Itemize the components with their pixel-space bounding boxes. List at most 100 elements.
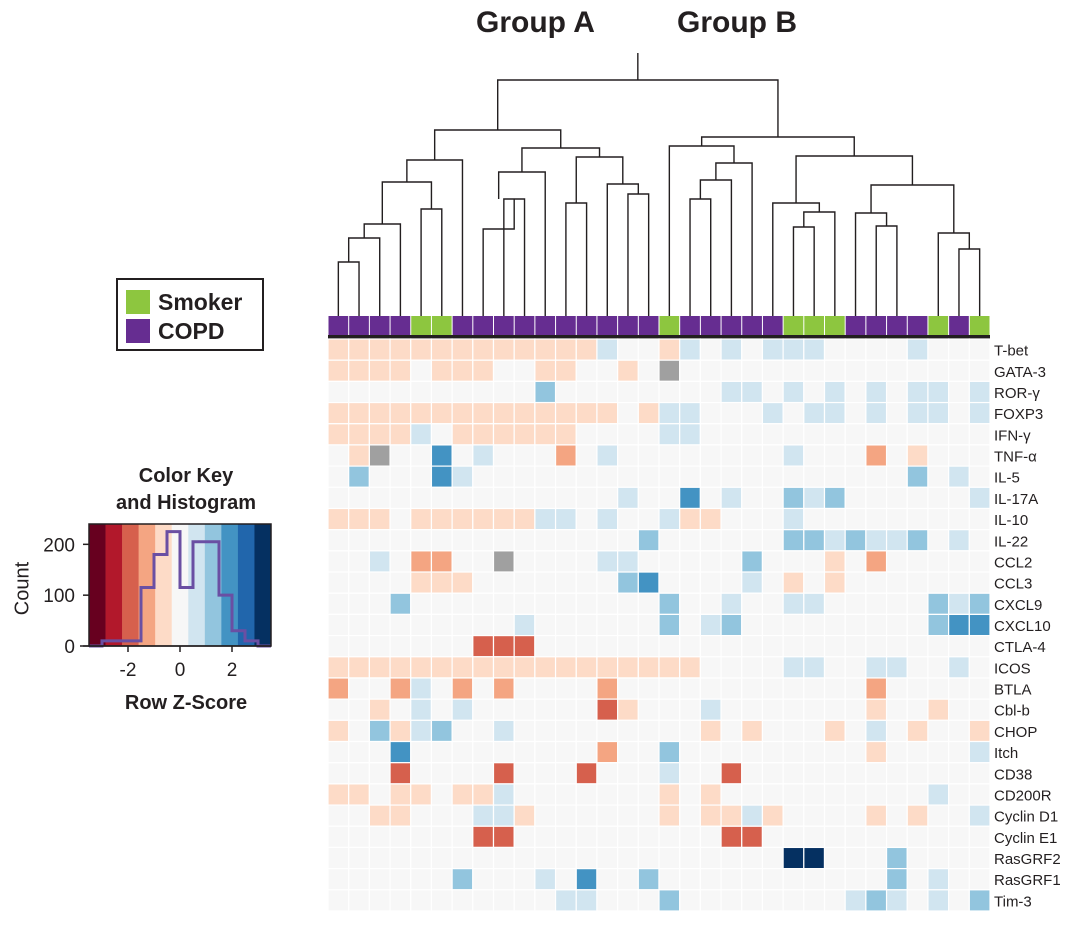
heatmap-cell xyxy=(865,380,888,404)
heatmap-cell xyxy=(658,571,681,594)
heatmap-cell xyxy=(430,677,453,700)
heatmap-cell xyxy=(699,359,722,382)
heatmap-cell xyxy=(679,423,701,446)
heatmap-cell xyxy=(513,677,536,700)
heatmap-cell xyxy=(865,486,888,510)
heatmap-cell xyxy=(575,825,598,849)
heatmap-cell xyxy=(327,868,350,891)
heatmap-cell xyxy=(865,613,888,637)
heatmap-cell xyxy=(451,613,474,637)
heatmap-cell xyxy=(948,338,970,361)
heatmap-cell xyxy=(741,529,764,552)
heatmap-cell xyxy=(596,338,619,361)
heatmap-cell xyxy=(948,868,970,891)
heatmap-cell xyxy=(803,444,826,467)
heatmap-cell xyxy=(658,338,681,361)
heatmap-cell xyxy=(430,592,453,616)
heatmap-cell xyxy=(410,507,433,531)
heatmap-cell xyxy=(472,338,495,361)
heatmap-cell xyxy=(534,486,557,510)
heatmap-cell xyxy=(720,677,743,700)
heatmap-cell xyxy=(658,677,681,700)
heatmap-cell xyxy=(823,889,846,912)
heatmap-cell xyxy=(720,338,743,361)
heatmap-cell xyxy=(741,889,764,912)
heatmap-cell xyxy=(823,762,846,785)
heatmap-cell xyxy=(782,359,805,382)
heatmap-cell xyxy=(699,571,722,594)
heatmap-cell xyxy=(844,613,867,637)
heatmap-cell xyxy=(575,719,598,743)
heatmap-cell xyxy=(472,804,495,827)
heatmap-cell xyxy=(823,401,846,425)
heatmap-cell xyxy=(823,677,846,700)
heatmap-cell xyxy=(679,592,701,616)
heatmap-cell xyxy=(865,889,888,912)
heatmap-cell xyxy=(968,550,991,573)
heatmap-cell xyxy=(720,486,743,510)
heatmap-cell xyxy=(927,846,950,870)
heatmap-cell xyxy=(534,804,557,827)
heatmap-cell xyxy=(948,550,970,573)
heatmap-cell xyxy=(761,550,784,573)
heatmap-cell xyxy=(844,444,867,467)
heatmap-cell xyxy=(865,571,888,594)
heatmap-cell xyxy=(720,868,743,891)
heatmap-cell xyxy=(430,656,453,679)
color-key-band xyxy=(122,524,139,646)
heatmap-cell xyxy=(865,698,888,721)
heatmap-cell xyxy=(327,529,350,552)
heatmap-cell xyxy=(948,698,970,721)
heatmap-cell xyxy=(430,550,453,573)
heatmap-cell xyxy=(761,804,784,827)
heatmap-cell xyxy=(596,846,619,870)
heatmap-cell xyxy=(368,719,391,743)
heatmap-cell xyxy=(575,783,598,806)
heatmap-cell xyxy=(968,465,991,488)
heatmap-cell xyxy=(761,613,784,637)
row-label: IL-22 xyxy=(994,533,1028,550)
heatmap-cell xyxy=(803,634,826,658)
heatmap-cell xyxy=(658,529,681,552)
heatmap-cell xyxy=(844,592,867,616)
heatmap-cell xyxy=(844,783,867,806)
heatmap-cell xyxy=(699,380,722,404)
x-tick-label: 0 xyxy=(175,660,186,681)
heatmap-cell xyxy=(927,529,950,552)
heatmap-cell xyxy=(596,401,619,425)
heatmap-cell xyxy=(906,677,929,700)
row-label: IL-10 xyxy=(994,512,1028,529)
dendrogram-branch xyxy=(668,145,735,316)
heatmap-cell xyxy=(389,762,412,785)
x-tick-label: 2 xyxy=(227,660,238,681)
heatmap-cell xyxy=(554,486,577,510)
heatmap-cell xyxy=(968,592,991,616)
heatmap-cell xyxy=(948,571,970,594)
heatmap-cell xyxy=(968,359,991,382)
heatmap-cell xyxy=(389,846,412,870)
heatmap-cell xyxy=(823,613,846,637)
heatmap-cell xyxy=(906,846,929,870)
heatmap-cell xyxy=(885,486,908,510)
heatmap-cell xyxy=(823,423,846,446)
heatmap-cell xyxy=(534,613,557,637)
annotation-cell-smoker xyxy=(659,316,680,335)
heatmap-cell xyxy=(554,380,577,404)
heatmap-cell xyxy=(617,783,639,806)
color-key-band xyxy=(254,524,272,646)
heatmap-cell xyxy=(803,889,826,912)
heatmap-cell xyxy=(368,634,391,658)
heatmap-cell xyxy=(513,338,536,361)
heatmap-cell xyxy=(472,698,495,721)
heatmap-cell xyxy=(617,592,639,616)
heatmap-cell xyxy=(389,613,412,637)
heatmap-cell xyxy=(865,783,888,806)
heatmap-cell xyxy=(596,613,619,637)
heatmap-cell xyxy=(885,634,908,658)
heatmap-cell xyxy=(575,550,598,573)
heatmap-cell xyxy=(410,740,433,764)
heatmap-cell xyxy=(679,698,701,721)
heatmap-cell xyxy=(761,868,784,891)
row-label: IL-5 xyxy=(994,470,1020,487)
heatmap-cell xyxy=(699,677,722,700)
